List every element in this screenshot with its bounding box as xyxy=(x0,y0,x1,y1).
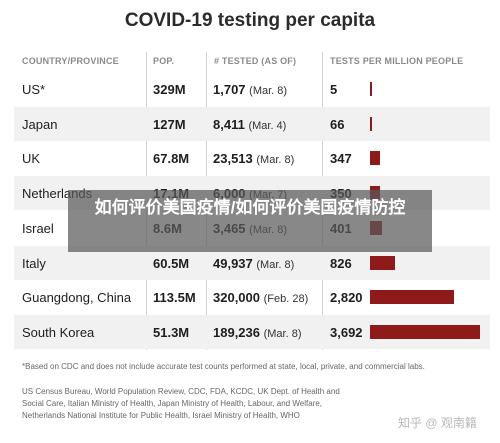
population-cell: 113.5M xyxy=(153,290,196,306)
country-cell: Japan xyxy=(22,116,58,132)
sources-note: US Census Bureau, World Population Revie… xyxy=(22,387,340,420)
tested-date: (Mar. 8) xyxy=(256,258,295,271)
caption-text: 如何评价美国疫情/如何评价美国疫情防控 xyxy=(94,198,406,217)
tested-cell: 189,236 (Mar. 8) xyxy=(213,325,302,340)
per-million-bar xyxy=(370,255,395,270)
table-header: COUNTRY/PROVINCE POP. # TESTED (AS OF) T… xyxy=(22,52,490,72)
header-pop: POP. xyxy=(153,56,175,66)
table-row: South Korea 51.3M 189,236 (Mar. 8) 3,692 xyxy=(14,314,490,349)
country-cell: Israel xyxy=(22,220,54,236)
table-row: UK 67.8M 23,513 (Mar. 8) 347 xyxy=(14,141,490,175)
per-million-label: 5 xyxy=(330,82,338,97)
caption-overlay xyxy=(68,190,432,252)
per-million-label: 3,692 xyxy=(330,324,363,340)
tested-date: (Feb. 28) xyxy=(263,293,309,306)
population-cell: 329M xyxy=(153,82,186,97)
country-cell: UK xyxy=(22,151,41,167)
chart-title: COVID-19 testing per capita xyxy=(124,10,376,31)
tested-cell: 8,411 (Mar. 4) xyxy=(213,117,286,132)
header-per-million: TESTS PER MILLION PEOPLE xyxy=(330,56,464,66)
tested-date: (Mar. 4) xyxy=(248,119,287,132)
tested-cell: 320,000 (Feb. 28) xyxy=(213,290,308,305)
per-million-label: 347 xyxy=(330,151,352,167)
tested-count: 8,411 xyxy=(213,116,249,132)
per-million-bar xyxy=(370,116,372,131)
tested-cell: 49,937 (Mar. 8) xyxy=(213,256,294,271)
tested-date: (Mar. 8) xyxy=(263,327,302,340)
footnote: *Based on CDC and does not include accur… xyxy=(22,362,425,371)
table-row: Guangdong, China 113.5M 320,000 (Feb. 28) 2… xyxy=(14,280,490,314)
per-million-label: 2,820 xyxy=(330,290,363,306)
table-row: Japan 127M 8,411 (Mar. 4) 66 xyxy=(14,106,490,141)
population-cell: 51.3M xyxy=(153,324,190,340)
tested-date: (Mar. 8) xyxy=(256,154,295,167)
tested-cell: 1,707 (Mar. 8) xyxy=(213,82,287,97)
population-cell: 67.8M xyxy=(153,151,190,167)
per-million-bar xyxy=(370,324,480,339)
country-cell: South Korea xyxy=(22,324,95,340)
header-country: COUNTRY/PROVINCE xyxy=(22,56,119,66)
header-tested: # TESTED (AS OF) xyxy=(214,56,297,66)
table-row: US* 329M 1,707 (Mar. 8) 5 xyxy=(14,72,490,106)
tested-count: 189,236 xyxy=(213,324,264,340)
tested-count: 49,937 xyxy=(213,255,257,271)
per-million-bar xyxy=(370,290,455,305)
per-million-label: 826 xyxy=(330,255,352,271)
country-cell: Italy xyxy=(22,255,46,271)
per-million-bar xyxy=(370,82,372,96)
tested-date: (Mar. 8) xyxy=(249,85,288,97)
tested-count: 1,707 xyxy=(213,82,250,97)
country-cell: Guangdong, China xyxy=(22,290,132,306)
population-cell: 60.5M xyxy=(153,255,190,271)
tested-count: 23,513 xyxy=(213,151,257,167)
country-cell: US* xyxy=(22,82,46,97)
watermark: 知乎 @ 观南籍 xyxy=(398,416,477,430)
per-million-label: 66 xyxy=(330,116,345,132)
tested-cell: 23,513 (Mar. 8) xyxy=(213,151,294,166)
population-cell: 127M xyxy=(153,116,186,132)
per-million-bar xyxy=(370,151,381,166)
tested-count: 320,000 xyxy=(213,290,264,306)
